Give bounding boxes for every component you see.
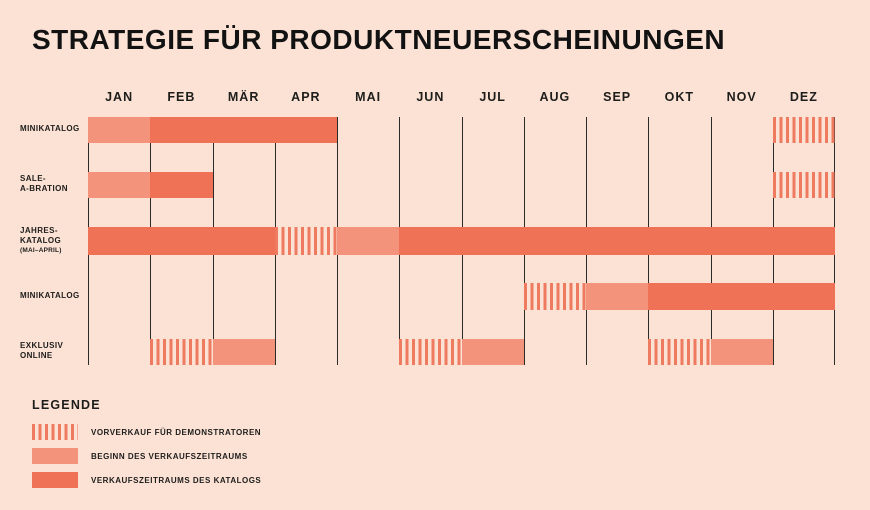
bar-presale: [399, 339, 462, 365]
month-label: NOV: [726, 90, 757, 104]
legend-item: VORVERKAUF FÜR DEMONSTRATOREN: [32, 424, 261, 440]
bar-start: [88, 117, 151, 143]
legend-title: LEGENDE: [32, 398, 101, 412]
legend-item: VERKAUFSZEITRAUMS DES KATALOGS: [32, 472, 261, 488]
bar-start: [586, 283, 649, 310]
bar-sale: [399, 227, 835, 255]
month-header: JAN FEB MÄR APR MAI JUN JUL AUG SEP OKT NOV DEZ: [88, 90, 835, 104]
bar-start: [461, 339, 524, 365]
bar-sale: [150, 172, 213, 198]
row-label: MINIKATALOG: [20, 290, 80, 300]
row-label: MINIKATALOG: [20, 124, 80, 133]
row-label: JAHRES- KATALOG (MAI–APRIL): [20, 226, 62, 254]
row-label: EXKLUSIV ONLINE: [20, 341, 64, 360]
bar-presale: [150, 339, 213, 365]
legend-item: BEGINN DES VERKAUFSZEITRAUMS: [32, 448, 261, 464]
bar-presale: [772, 117, 835, 143]
bar-sale: [648, 283, 835, 310]
bar-sale: [150, 117, 337, 143]
bar-presale: [274, 227, 337, 255]
legend-label: VERKAUFSZEITRAUMS DES KATALOGS: [91, 475, 262, 485]
month-label: JAN: [105, 90, 134, 104]
legend-swatch-presale: [32, 424, 78, 440]
month-label: JUN: [416, 90, 445, 104]
bar-start: [337, 227, 400, 255]
legend-swatch-sale: [32, 472, 78, 488]
bar-presale: [772, 172, 835, 198]
month-label: APR: [291, 90, 321, 104]
bar-presale: [648, 339, 711, 365]
bar-start: [88, 172, 151, 198]
month-label: OKT: [664, 90, 695, 104]
legend-items: VORVERKAUF FÜR DEMONSTRATOREN BEGINN DES …: [32, 424, 261, 488]
month-label: MÄR: [227, 90, 260, 104]
bar-start: [212, 339, 275, 365]
month-label: DEZ: [789, 90, 818, 104]
bar-sale: [88, 227, 275, 255]
month-label: AUG: [539, 90, 571, 104]
month-label: FEB: [167, 90, 196, 104]
bar-start: [710, 339, 773, 365]
legend-swatch-start: [32, 448, 78, 464]
legend-label: VORVERKAUF FÜR DEMONSTRATOREN: [91, 427, 262, 437]
row-label: SALE- A-BRATION: [20, 174, 68, 193]
legend-label: BEGINN DES VERKAUFSZEITRAUMS: [91, 451, 248, 461]
page-title: STRATEGIE FÜR PRODUKTNEUERSCHEINUNGEN: [32, 24, 726, 55]
month-label: JUL: [479, 90, 506, 104]
month-label: MAI: [355, 90, 382, 104]
month-label: SEP: [603, 90, 632, 104]
gantt-chart: [88, 117, 835, 365]
legend: LEGENDE VORVERKAUF FÜR DEMONSTRATOREN BEG…: [32, 398, 261, 496]
bar-presale: [523, 283, 586, 310]
row-labels: MINIKATALOG SALE- A-BRATION JAHRES- KATALOG(…: [20, 117, 86, 365]
